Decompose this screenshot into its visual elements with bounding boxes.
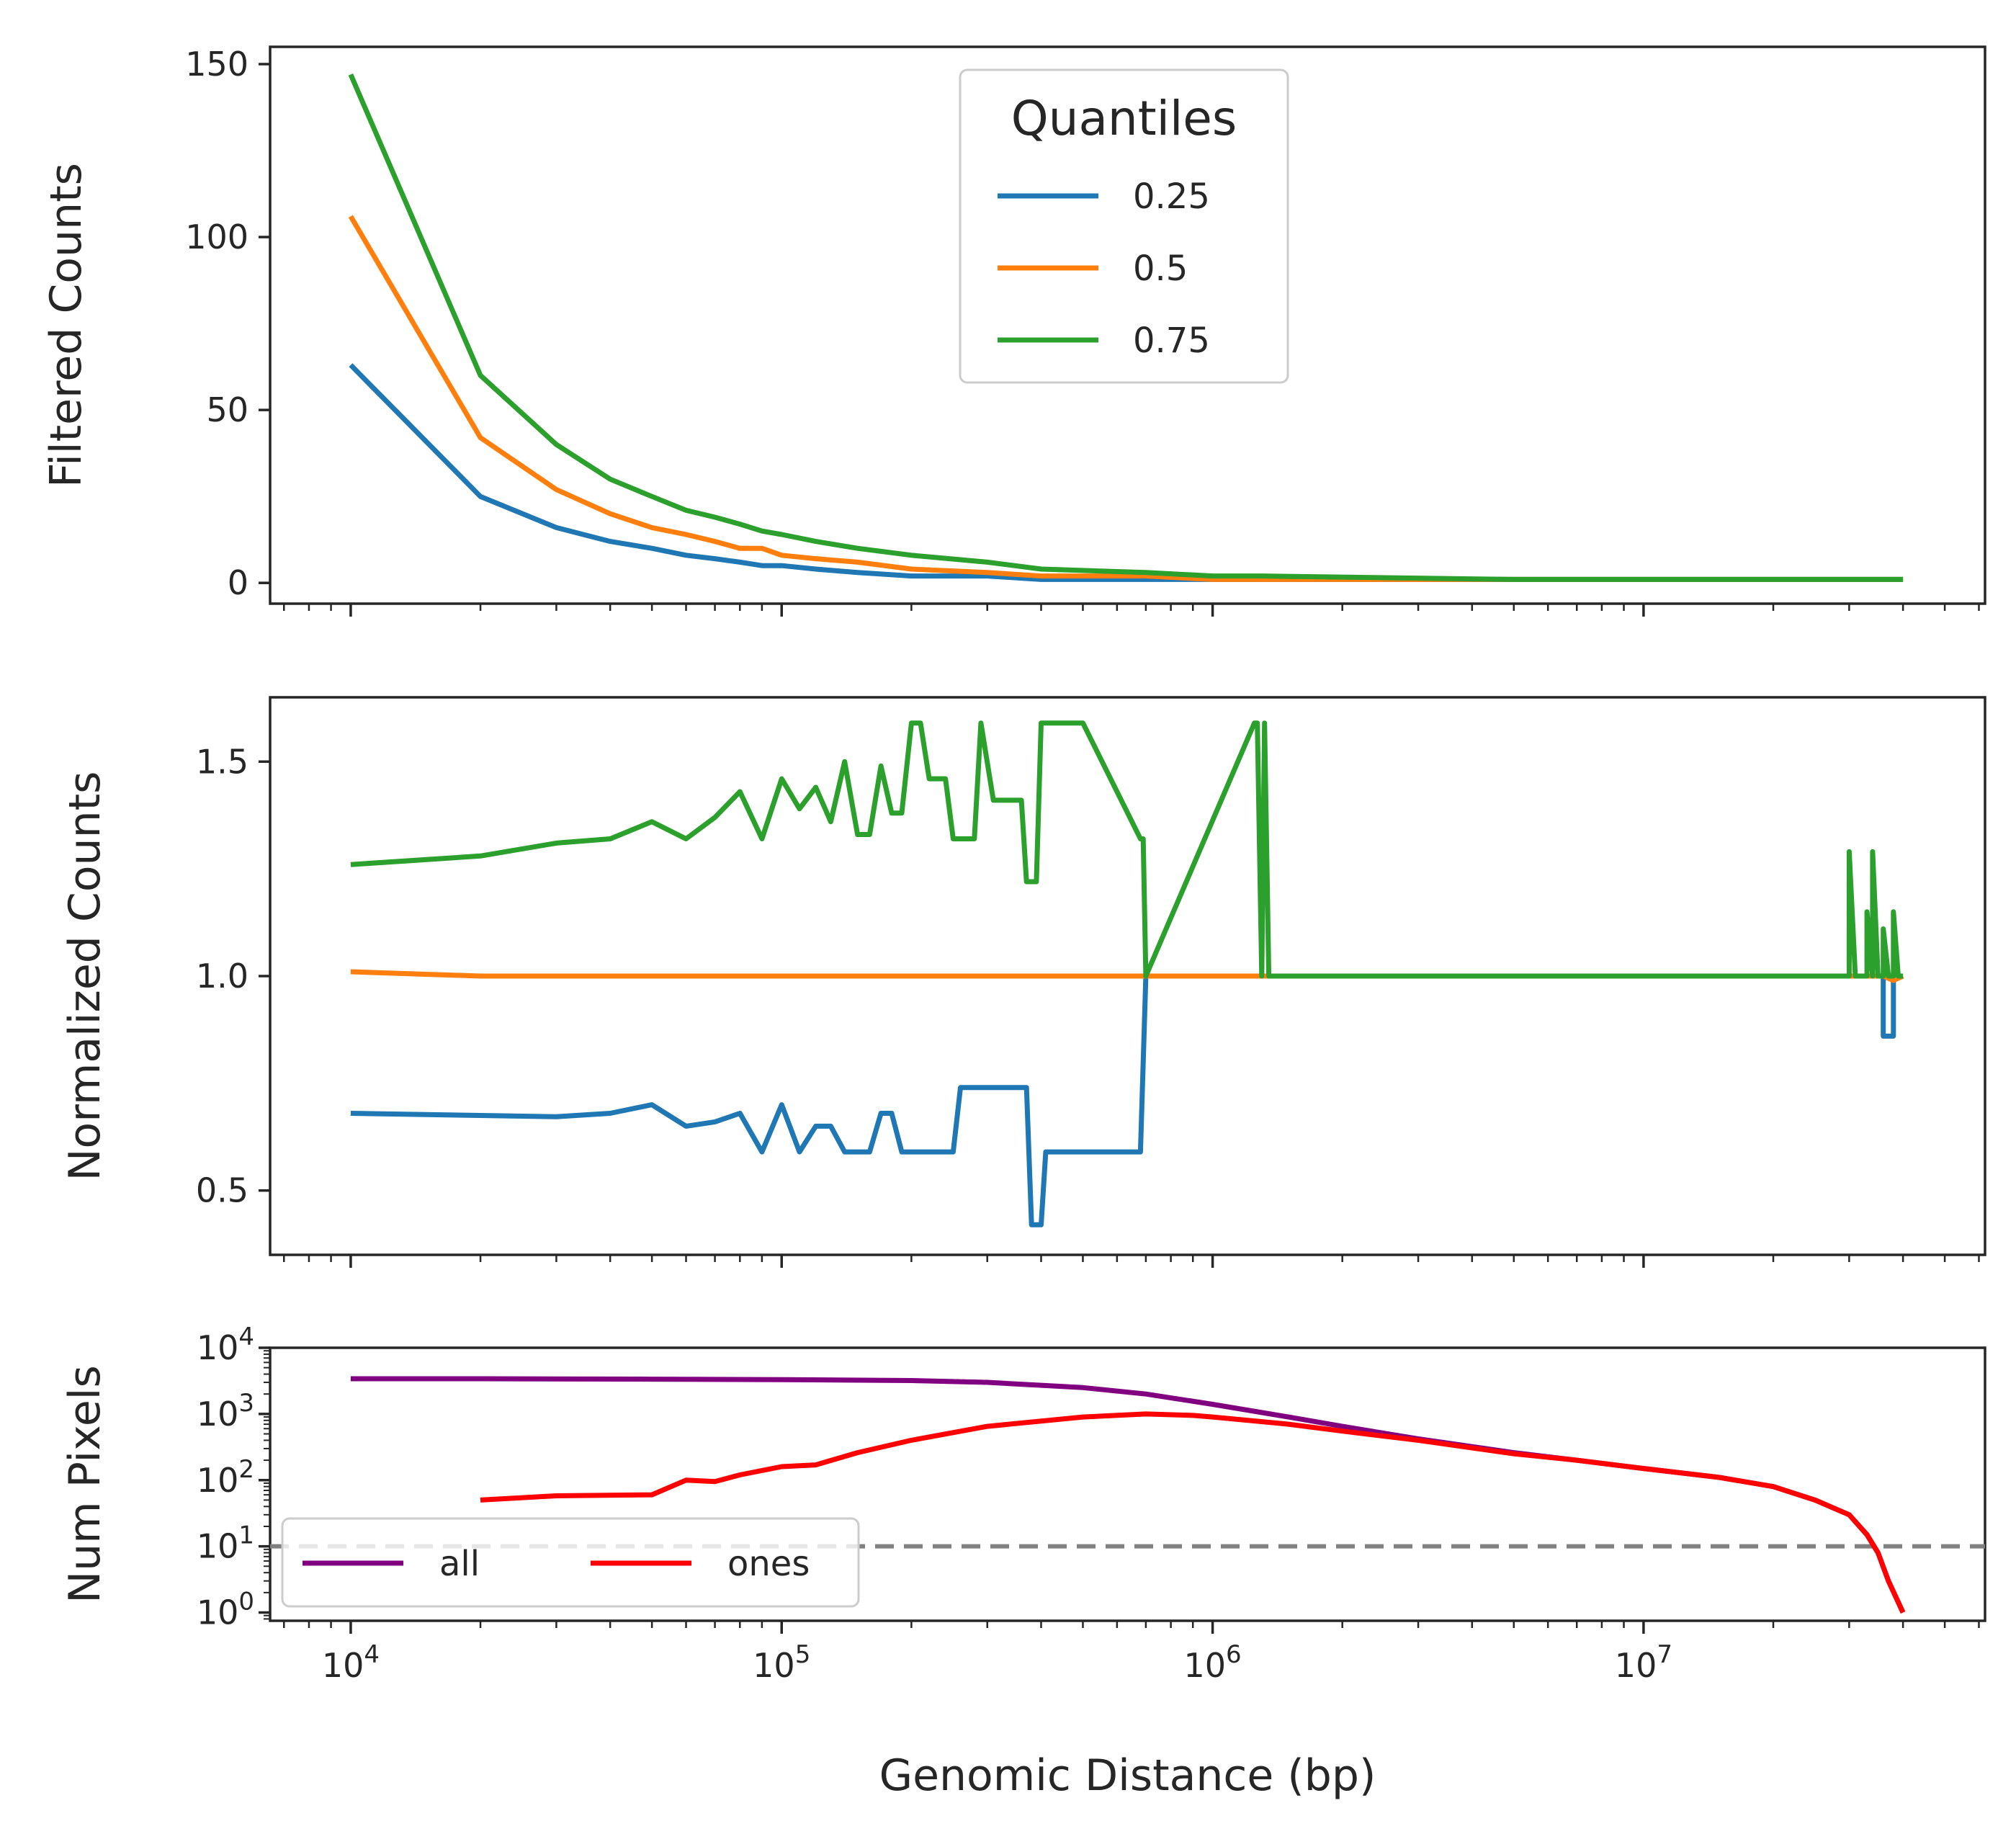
- legend-title: Quantiles: [1011, 91, 1237, 146]
- x-axis-label: Genomic Distance (bp): [879, 1750, 1376, 1801]
- y-axis-label: Filtered Counts: [41, 163, 91, 488]
- series-group: [348, 73, 1904, 582]
- x-tick-label: 105: [753, 1640, 810, 1685]
- legend-box: [959, 68, 1289, 384]
- legend-label: 0.5: [1133, 249, 1188, 289]
- axes-frame: [269, 1346, 1986, 1622]
- series-group: [350, 1376, 1906, 1614]
- legend-label: 0.75: [1133, 321, 1210, 361]
- x-ticks: [283, 1621, 1980, 1634]
- y-tick-label: 101: [197, 1521, 254, 1566]
- y-ticks: 100 101 102 103 104: [197, 1323, 270, 1632]
- series-line-0-5: [348, 215, 1904, 582]
- y-tick-label: 100: [185, 218, 248, 256]
- legend: all ones: [281, 1517, 860, 1608]
- series-line-0-75: [350, 720, 1904, 979]
- y-tick-label: 150: [185, 45, 248, 84]
- x-tick-label: 104: [322, 1640, 380, 1685]
- series-group: [350, 720, 1904, 1227]
- y-tick-label: 0.5: [196, 1171, 248, 1210]
- legend-label: ones: [727, 1544, 810, 1584]
- legend-box: [281, 1517, 860, 1608]
- y-tick-label: 1.0: [196, 957, 248, 996]
- legend-label: 0.25: [1133, 176, 1210, 217]
- axes-frame: [269, 45, 1986, 605]
- series-line-0-25: [349, 363, 1904, 582]
- y-tick-label: 50: [206, 390, 248, 429]
- x-tick-label: 107: [1615, 1640, 1672, 1685]
- y-tick-label: 0: [228, 563, 248, 602]
- series-line-ones: [480, 1411, 1906, 1614]
- series-line-0-75: [348, 73, 1904, 582]
- filtered-counts-panel: 0 50 100 150 Filtered Counts Quantiles 0.25 0.5…: [41, 45, 1986, 617]
- y-ticks: 0 50 100 150: [185, 45, 270, 602]
- x-ticks: [283, 1255, 1980, 1268]
- x-ticks: [283, 604, 1980, 617]
- y-tick-label: 104: [197, 1323, 254, 1367]
- y-axis-label: Num Pixels: [60, 1365, 110, 1603]
- num-pixels-panel: 100 101 102 103 104 Num Pixels 104 105 106 107 Gen…: [60, 1323, 1986, 1801]
- legend-label: all: [439, 1544, 480, 1584]
- y-tick-label: 102: [197, 1455, 254, 1500]
- y-ticks: 0.5 1.0 1.5: [196, 742, 270, 1210]
- y-tick-label: 1.5: [196, 742, 248, 781]
- x-tick-label: 106: [1183, 1640, 1241, 1685]
- normalized-counts-panel: 0.5 1.0 1.5 Normalized Counts: [60, 696, 1986, 1268]
- y-axis-label: Normalized Counts: [60, 771, 110, 1181]
- series-line-0-25: [350, 973, 1904, 1227]
- legend: Quantiles 0.25 0.5 0.75: [959, 68, 1289, 384]
- y-tick-label: 100: [197, 1588, 254, 1632]
- y-tick-label: 103: [197, 1389, 254, 1433]
